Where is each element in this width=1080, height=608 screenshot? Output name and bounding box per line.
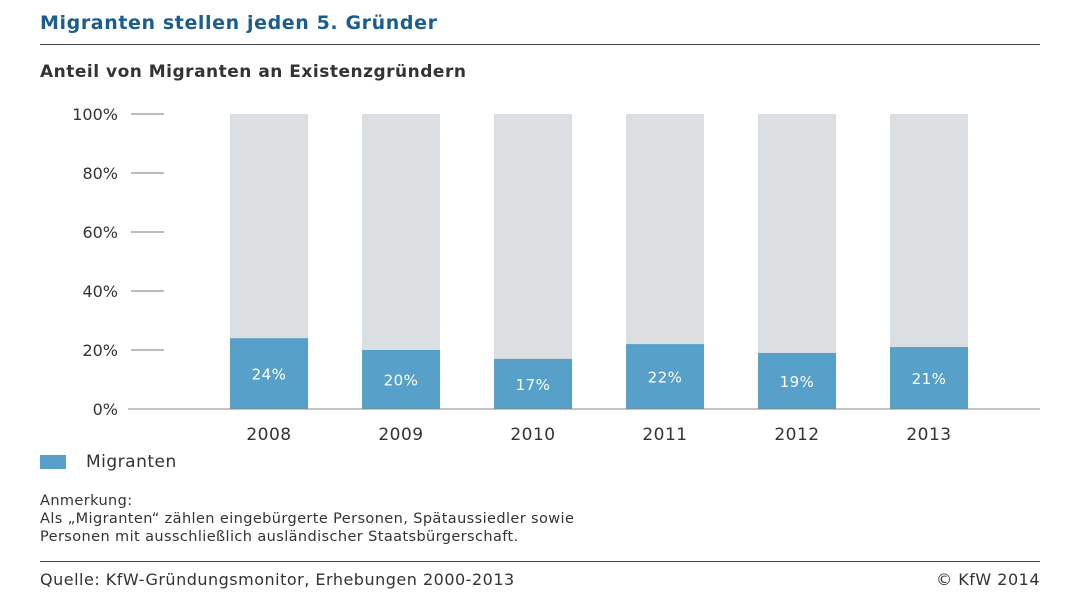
bar-migranten bbox=[626, 344, 704, 409]
y-axis: 0% 20% 40% 60% 80% 100% bbox=[72, 105, 164, 419]
x-tick-label: 2013 bbox=[906, 425, 951, 445]
legend: Migranten bbox=[40, 452, 177, 472]
legend-label-migranten: Migranten bbox=[86, 452, 177, 472]
footnote-line: Als „Migranten“ zählen eingebürgerte Per… bbox=[40, 511, 575, 527]
bar-value-label: 21% bbox=[912, 370, 947, 388]
page-title: Migranten stellen jeden 5. Gründer bbox=[40, 12, 438, 34]
x-tick-label: 2008 bbox=[246, 425, 291, 445]
source-text: Quelle: KfW-Gründungsmonitor, Erhebungen… bbox=[40, 570, 515, 589]
y-tick-label: 20% bbox=[82, 341, 118, 360]
y-tick-label: 100% bbox=[72, 105, 118, 124]
bottom-divider bbox=[40, 561, 1040, 562]
bar-value-label: 19% bbox=[780, 373, 815, 391]
footnote-line: Personen mit ausschließlich ausländische… bbox=[40, 529, 519, 545]
footnote: Anmerkung: Als „Migranten“ zählen eingeb… bbox=[40, 492, 574, 546]
bar-migranten bbox=[362, 350, 440, 409]
bar-value-label: 20% bbox=[384, 372, 419, 390]
bar-value-label: 22% bbox=[648, 369, 683, 387]
copyright-text: © KfW 2014 bbox=[936, 570, 1040, 589]
bars: 24% 20% 17% 22% 19% 21% bbox=[230, 114, 968, 409]
bar-value-label: 17% bbox=[516, 376, 551, 394]
x-tick-label: 2010 bbox=[510, 425, 555, 445]
bar-value-label: 24% bbox=[252, 366, 287, 384]
bar-migranten bbox=[230, 338, 308, 409]
y-tick-label: 60% bbox=[82, 223, 118, 242]
y-tick-label: 40% bbox=[82, 282, 118, 301]
x-tick-label: 2011 bbox=[642, 425, 687, 445]
y-tick-label: 0% bbox=[93, 400, 118, 419]
x-axis: 2008 2009 2010 2011 2012 2013 bbox=[246, 425, 951, 445]
legend-swatch-migranten bbox=[40, 455, 66, 469]
bar-migranten bbox=[494, 358, 572, 409]
y-tick-label: 80% bbox=[82, 164, 118, 183]
x-tick-label: 2009 bbox=[378, 425, 423, 445]
bar-migranten bbox=[758, 352, 836, 409]
top-divider bbox=[40, 44, 1040, 45]
x-tick-label: 2012 bbox=[774, 425, 819, 445]
bar-migranten bbox=[890, 347, 968, 409]
chart-title: Anteil von Migranten an Existenzgründern bbox=[40, 62, 467, 82]
footnote-heading: Anmerkung: bbox=[40, 493, 133, 509]
